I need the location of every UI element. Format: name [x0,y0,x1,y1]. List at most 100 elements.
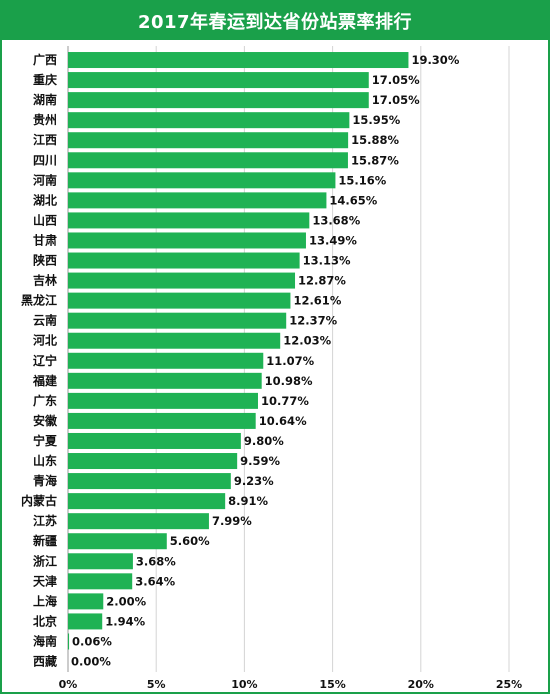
category-label: 宁夏 [33,433,58,448]
value-label: 12.61% [293,294,341,308]
category-label: 陕西 [33,253,57,268]
category-label: 天津 [33,573,57,588]
bar [68,633,70,650]
value-label: 0.06% [72,634,112,648]
value-label: 13.49% [309,233,357,247]
bar [68,232,306,249]
value-label: 12.03% [283,334,331,348]
value-label: 17.05% [372,73,420,87]
bar [68,453,238,470]
category-label: 北京 [33,613,57,628]
category-label: 西藏 [33,654,57,669]
bar [68,613,103,630]
bar [68,332,281,349]
value-label: 9.59% [240,454,280,468]
category-label: 贵州 [33,112,57,127]
category-label: 重庆 [33,72,57,87]
value-label: 3.64% [135,574,175,588]
category-label: 湖南 [33,92,57,107]
bar [68,92,369,109]
bar [68,252,300,269]
value-label: 15.16% [338,173,386,187]
category-label: 云南 [33,313,57,328]
value-label: 12.37% [289,314,337,328]
value-label: 15.95% [352,113,400,127]
x-tick-label: 10% [231,678,257,691]
bar [68,493,226,510]
bar [68,533,167,550]
value-label: 8.91% [228,494,268,508]
bar [68,192,327,209]
x-tick-label: 20% [408,678,434,691]
bar [68,352,264,369]
value-label: 9.80% [244,434,284,448]
bar [68,392,258,409]
category-label: 内蒙古 [21,493,57,508]
value-label: 9.23% [234,474,274,488]
bar [68,513,209,530]
value-label: 1.94% [105,614,145,628]
value-label: 0.00% [71,655,111,669]
value-label: 13.68% [312,213,360,227]
bar [68,372,262,389]
bar [68,212,310,229]
value-label: 10.64% [259,414,307,428]
value-label: 13.13% [303,254,351,268]
category-label: 四川 [33,153,57,167]
value-label: 10.77% [261,394,309,408]
bar [68,473,231,490]
category-label: 上海 [33,593,57,608]
category-label: 辽宁 [33,353,57,368]
value-label: 11.07% [266,354,314,368]
category-label: 河北 [32,333,57,348]
x-tick-label: 5% [147,678,166,691]
category-label: 浙江 [33,553,57,568]
category-label: 河南 [32,172,57,187]
category-label: 青海 [33,473,57,488]
bar [68,132,349,149]
category-label: 福建 [32,373,58,388]
category-label: 新疆 [33,533,57,548]
category-label: 黑龙江 [21,293,57,308]
value-label: 10.98% [265,374,313,388]
value-label: 15.88% [351,133,399,147]
bar [68,292,291,309]
category-label: 甘肃 [33,232,57,247]
category-label: 山西 [33,212,57,227]
category-label: 吉林 [33,273,57,288]
value-label: 2.00% [106,594,146,608]
value-label: 17.05% [372,93,420,107]
bar [68,152,348,169]
category-label: 广东 [33,393,57,408]
category-label: 广西 [33,52,57,67]
value-label: 14.65% [329,193,377,207]
x-tick-label: 15% [319,678,345,691]
bar [68,553,133,570]
value-label: 15.87% [351,153,399,167]
chart-title: 2017年春运到达省份站票率排行 [2,2,548,40]
category-label: 安徽 [33,413,58,428]
category-label: 海南 [33,633,57,648]
bar [68,172,336,189]
bar [68,52,409,69]
category-label: 山东 [33,453,57,468]
bar [68,112,350,129]
category-label: 江苏 [33,513,57,528]
value-label: 12.87% [298,274,346,288]
bar [68,72,369,89]
bar [68,312,287,329]
value-label: 3.68% [136,554,176,568]
bar [68,432,241,449]
x-tick-label: 0% [59,678,78,691]
value-label: 5.60% [170,534,210,548]
bar [68,573,133,590]
category-label: 湖北 [33,192,57,207]
bar [68,272,296,289]
value-label: 19.30% [411,53,459,67]
bar [68,593,104,610]
bar [68,412,256,429]
value-label: 7.99% [212,514,252,528]
category-label: 江西 [33,132,57,147]
x-tick-label: 25% [496,678,522,691]
